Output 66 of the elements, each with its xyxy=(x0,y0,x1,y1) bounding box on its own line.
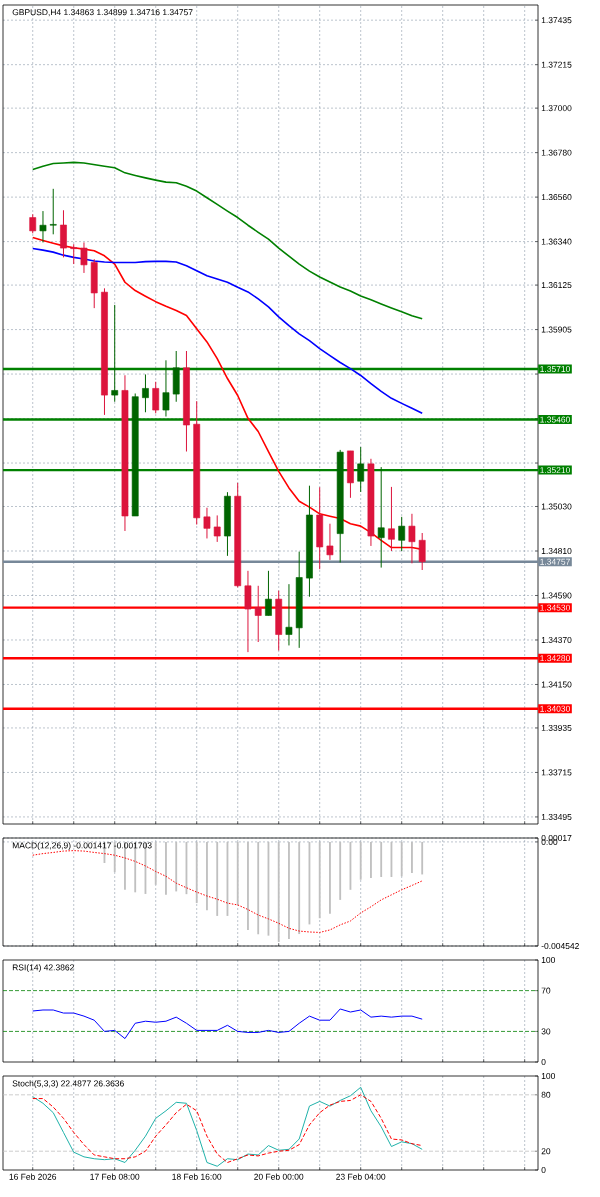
candlestick xyxy=(162,359,170,418)
candlestick xyxy=(408,513,416,564)
candlestick xyxy=(70,243,78,265)
candlestick xyxy=(418,532,426,571)
candlestick xyxy=(80,241,88,274)
candlestick xyxy=(142,373,149,413)
ref-line-label: 1.35460 xyxy=(540,416,570,423)
candlestick xyxy=(111,304,119,403)
y-tick-label: 0 xyxy=(541,1059,546,1066)
chart-title: MACD(12,26,9) -0.001417 -0.001703 xyxy=(12,842,152,851)
candlestick xyxy=(213,514,221,543)
x-tick-label: 18 Feb 16:00 xyxy=(172,1173,222,1180)
candlestick xyxy=(244,570,252,653)
ref-line-label: 1.35210 xyxy=(540,467,570,474)
y-tick-label: 1.37215 xyxy=(541,61,572,68)
y-tick-label: 1.37435 xyxy=(541,17,572,24)
y-tick-label: 30 xyxy=(541,1028,551,1035)
y-tick-label: 1.36125 xyxy=(541,282,572,289)
candlestick xyxy=(203,507,211,539)
candlestick xyxy=(29,213,37,234)
y-tick-label: 1.35030 xyxy=(541,503,572,510)
candlestick xyxy=(326,523,334,561)
y-tick-label: 100 xyxy=(541,1073,555,1080)
y-tick-label: 1.34370 xyxy=(541,636,572,643)
chart-title: GBPUSD,H4 1.34863 1.34899 1.34716 1.34757 xyxy=(12,9,193,17)
y-tick-label: 0 xyxy=(541,1167,546,1174)
y-tick-label: 1.34810 xyxy=(541,548,572,554)
y-tick-label: 1.37000 xyxy=(541,105,572,112)
x-tick-label: 20 Feb 00:00 xyxy=(254,1173,304,1180)
x-tick-label: 16 Feb 2026 xyxy=(9,1173,57,1180)
line-series xyxy=(32,850,423,933)
candlestick xyxy=(388,486,395,552)
candlestick xyxy=(398,516,406,552)
chart-title: RSI(14) 42.3862 xyxy=(12,964,74,973)
candlestick xyxy=(60,209,67,258)
y-tick-label: 1.36780 xyxy=(541,149,572,156)
y-tick-label: 70 xyxy=(541,987,551,994)
candlestick xyxy=(377,466,385,569)
y-tick-label: 1.33715 xyxy=(541,769,572,776)
x-tick-label: 23 Feb 04:00 xyxy=(336,1173,386,1180)
candlestick xyxy=(49,188,57,235)
y-tick-label: 1.33495 xyxy=(541,813,572,820)
candlestick xyxy=(357,446,365,493)
x-tick-label: 17 Feb 08:00 xyxy=(90,1173,140,1180)
y-tick-label: 1.34150 xyxy=(541,681,572,688)
candlestick xyxy=(39,210,47,243)
y-tick-label: 1.36560 xyxy=(541,194,572,201)
candlestick xyxy=(254,585,262,643)
y-tick-label: 1.36340 xyxy=(541,238,572,245)
candlestick xyxy=(152,381,160,414)
candlestick xyxy=(265,570,272,617)
y-tick-label: 0.00017 xyxy=(541,835,572,841)
y-tick-label: 80 xyxy=(541,1091,551,1098)
ref-line-label: 1.34530 xyxy=(540,604,570,611)
ref-line-label: 1.34280 xyxy=(540,655,570,662)
ref-line-label: 1.34757 xyxy=(540,558,570,565)
ref-line-label: 1.35710 xyxy=(540,366,570,372)
y-tick-label: 1.35905 xyxy=(541,326,572,333)
y-tick-label: 20 xyxy=(541,1148,551,1155)
y-tick-label: 1.34590 xyxy=(541,592,572,599)
candlestick xyxy=(285,583,293,646)
y-tick-label: 100 xyxy=(541,957,555,964)
y-tick-label: -0.004542 xyxy=(541,943,579,949)
ref-line-label: 1.34030 xyxy=(540,705,570,712)
y-tick-label: 1.33935 xyxy=(541,724,572,731)
chart-title: Stoch(5,3,3) 22.4877 26.3636 xyxy=(12,1080,124,1089)
